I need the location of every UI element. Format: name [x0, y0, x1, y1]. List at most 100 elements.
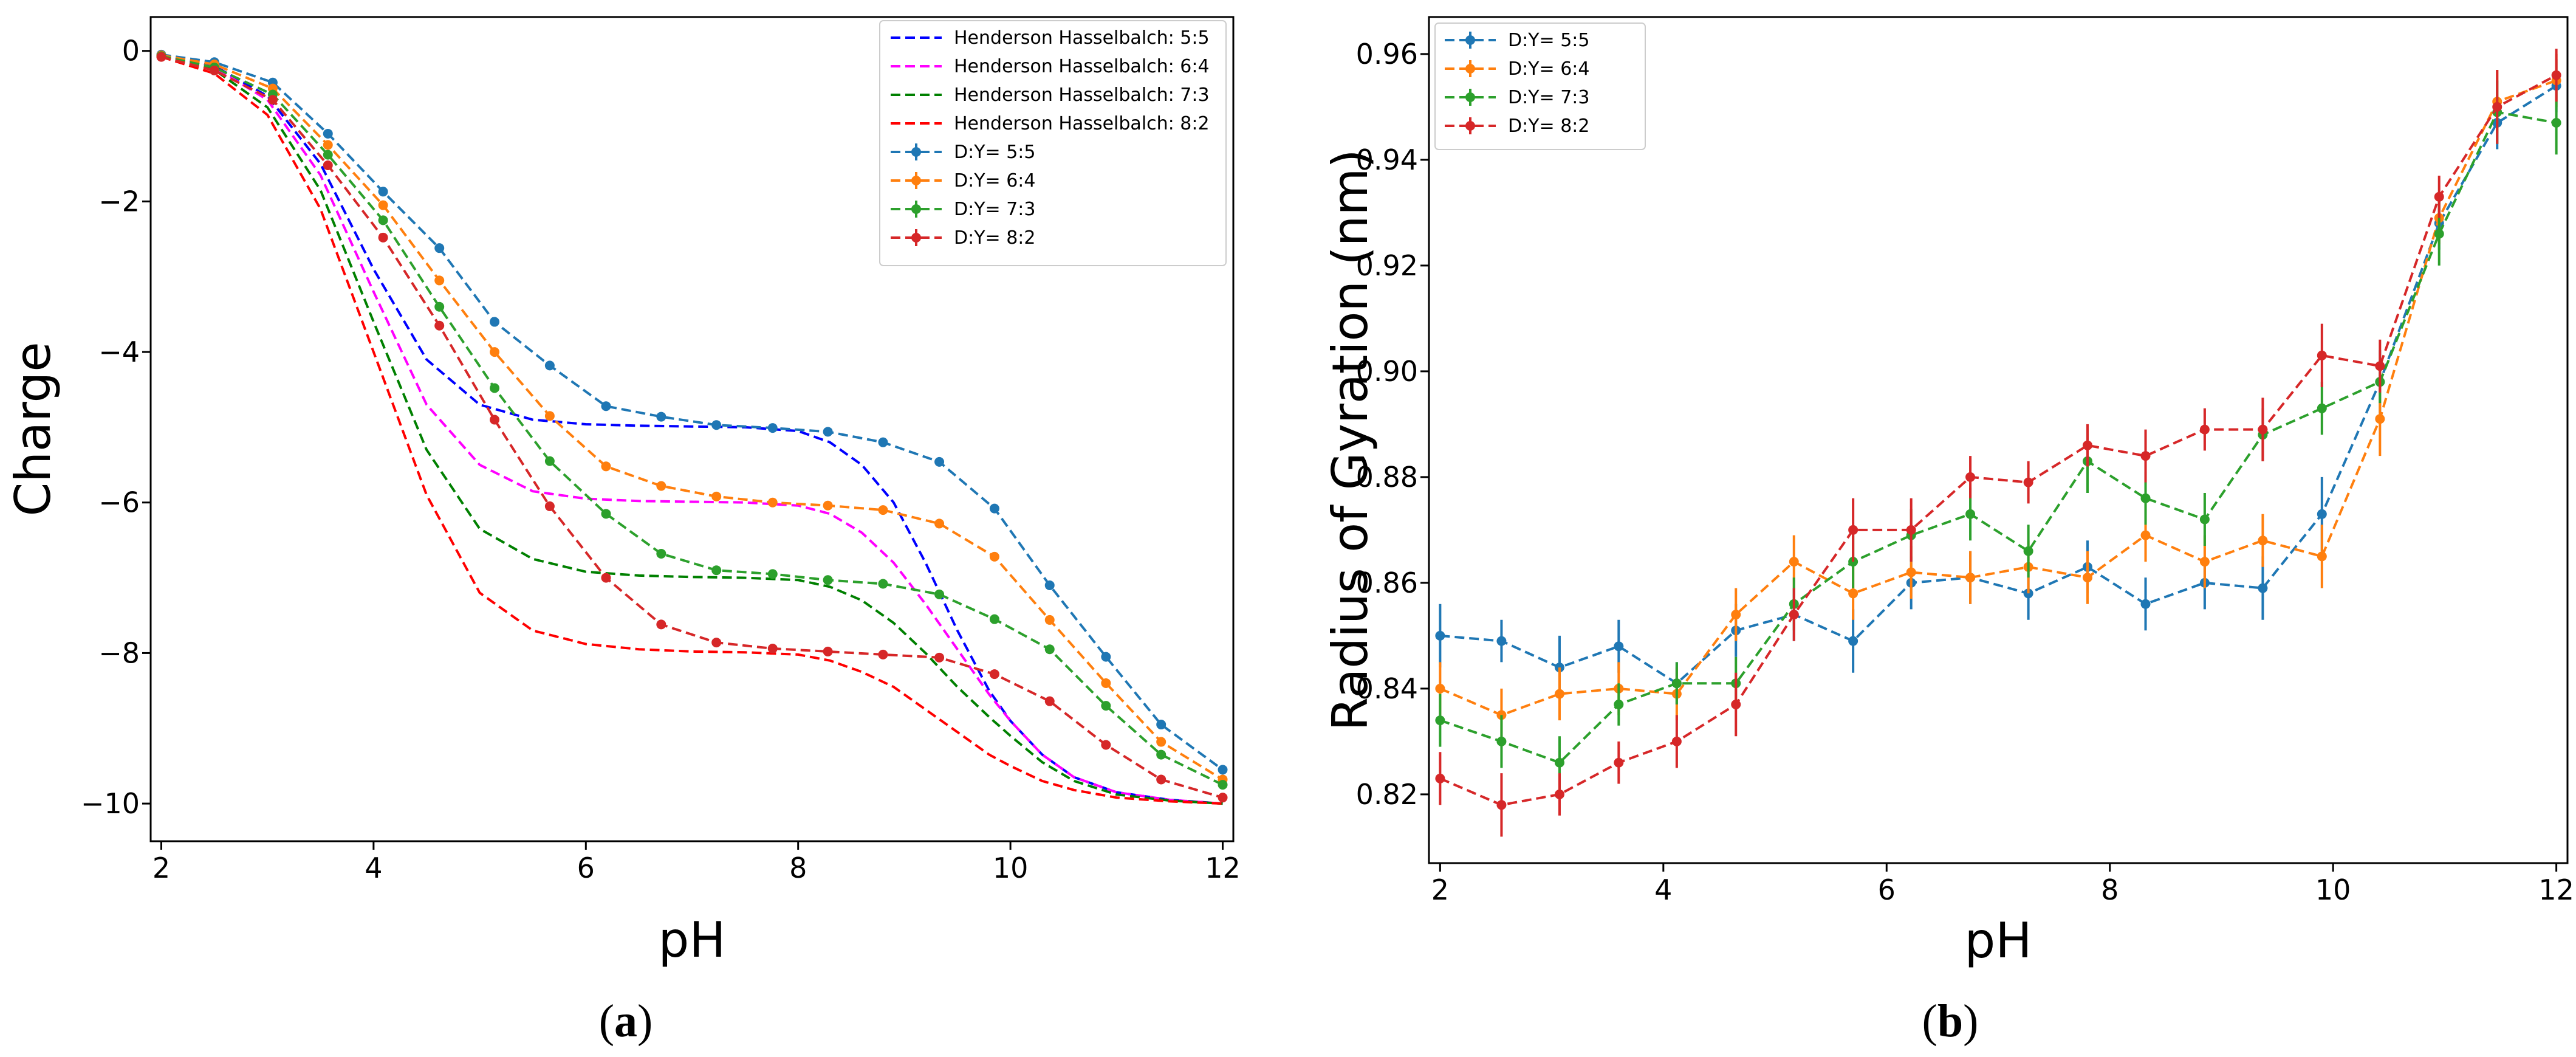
- panel-b-sim-d-y-8-2-point: [1671, 736, 1682, 746]
- panel-a-legend-box: [879, 20, 1227, 266]
- panel-b-sim-d-y-8-2-point: [1731, 700, 1741, 709]
- panel-a-sim-d-y-5-5-point: [823, 427, 833, 437]
- panel-b-sim-d-y-8-2-point: [2317, 350, 2327, 360]
- panel-b-sim-d-y-8-2-point: [2258, 424, 2268, 435]
- panel-a-y-tick-label: −10: [81, 787, 140, 820]
- panel-a-sim-d-y-5-5-point: [878, 437, 888, 447]
- panel-a-label: (a): [599, 996, 653, 1047]
- panel-a-legend-label-d-y-8-2: D:Y= 8:2: [954, 227, 1036, 249]
- panel-a-hh-line-henderson-hasselbalch-5-5: [161, 53, 1223, 805]
- panel-a-sim-d-y-8-2-point: [1156, 774, 1166, 785]
- panel-a-y-axis-label: Charge: [5, 342, 61, 516]
- panel-b-x-tick-label: 2: [1431, 873, 1449, 906]
- panel-a-sim-d-y-8-2-point: [209, 65, 219, 75]
- panel-b-sim-line-d-y-6-4: [1439, 79, 2557, 717]
- panel-a-sim-d-y-8-2-point: [601, 573, 611, 583]
- panel-a-sim-d-y-6-4-point: [711, 491, 722, 501]
- panel-a-legend-label-d-y-6-4: D:Y= 6:4: [954, 170, 1036, 191]
- panel-b-sim-d-y-5-5-point: [1848, 636, 1858, 646]
- panel-a-legend-label-henderson-hasselbalch-7-3: Henderson Hasselbalch: 7:3: [954, 84, 1210, 106]
- panel-a-hh-line-henderson-hasselbalch-8-2: [160, 55, 1223, 805]
- panel-a-charge-plot: 2 4 6 8 10 12 0 −2 −4 −6 −8 −10 pH Charge Henderso…: [5, 16, 1241, 1047]
- panel-a-sim-d-y-7-3-point: [544, 456, 555, 466]
- panel-a-sim-d-y-7-3-point: [989, 614, 999, 624]
- panel-a-sim-d-y-8-2-point: [434, 320, 445, 331]
- panel-a-sim-d-y-6-4-point: [823, 500, 833, 511]
- panel-a-x-tick-label: 12: [1205, 852, 1241, 884]
- panel-b-sim-d-y-8-2-point: [1848, 525, 1858, 535]
- panel-a-sim-d-y-5-5-point: [323, 128, 333, 139]
- panel-a-sim-d-y-8-2-point: [156, 52, 166, 62]
- panel-b-y-tick-label: 0.92: [1356, 249, 1418, 282]
- panel-b-sim-d-y-7-3-point: [2199, 514, 2210, 525]
- panel-b-sim-d-y-8-2-point: [1906, 525, 1916, 535]
- panel-a-sim-d-y-6-4-point: [378, 200, 388, 210]
- panel-a-sim-d-y-5-5-point: [1101, 652, 1111, 662]
- panel-a-y-tick-label: −8: [98, 636, 140, 669]
- panel-a-sim-d-y-7-3-point: [934, 589, 945, 599]
- panel-b-sim-d-y-6-4-point: [1789, 557, 1799, 567]
- panel-a-sim-d-y-5-5-point: [378, 187, 388, 197]
- panel-a-sim-d-y-7-3-point: [434, 301, 445, 312]
- panel-b-legend-label-d-y-6-4: D:Y= 6:4: [1508, 58, 1590, 80]
- panel-a-sim-lines: [156, 49, 1228, 803]
- panel-a-sim-d-y-7-3-point: [1044, 644, 1055, 655]
- panel-a-sim-d-y-5-5-point: [767, 423, 778, 433]
- panel-a-sim-d-y-6-4-point: [1044, 615, 1055, 625]
- panel-a-sim-d-y-6-4-point: [934, 518, 945, 529]
- panel-a-x-axis-label: pH: [659, 912, 726, 968]
- panel-b-sim-d-y-8-2-point: [2082, 440, 2092, 450]
- panel-b-sim-d-y-8-2-point: [1965, 472, 1976, 482]
- panel-a-sim-d-y-8-2-point: [267, 95, 278, 105]
- panel-b-sim-d-y-6-4-point: [1965, 573, 1976, 583]
- panel-b-sim-d-y-8-2-point: [2140, 451, 2151, 461]
- panel-a-sim-d-y-6-4-point: [989, 551, 999, 562]
- panel-a-sim-d-y-6-4-point: [878, 505, 888, 515]
- panel-b-legend-label-d-y-8-2: D:Y= 8:2: [1508, 115, 1590, 137]
- panel-a-sim-d-y-5-5-point: [656, 411, 666, 422]
- panel-b-sim-d-y-8-2-point: [2199, 424, 2210, 435]
- panel-b-sim-d-y-5-5-point: [2258, 583, 2268, 593]
- panel-b-legend-label-d-y-5-5: D:Y= 5:5: [1508, 30, 1590, 51]
- panel-a-x-tick-label: 4: [365, 852, 382, 884]
- panel-b-sim-d-y-6-4-point: [2375, 414, 2385, 424]
- panel-a-x-tick-label: 6: [577, 852, 595, 884]
- panel-a-sim-d-y-7-3-point: [323, 150, 333, 160]
- panel-a-sim-d-y-8-2-point: [544, 501, 555, 511]
- panel-a-sim-d-y-7-3-point: [767, 569, 778, 579]
- panel-a-letter: a: [614, 996, 637, 1047]
- panel-a-hh-lines: [160, 53, 1223, 805]
- panel-b-x-tick-label: 6: [1878, 873, 1896, 906]
- panel-a-sim-d-y-6-4-point: [767, 497, 778, 508]
- panel-a-sim-d-y-6-4-point: [434, 275, 445, 286]
- panel-a-legend-label-henderson-hasselbalch-8-2: Henderson Hasselbalch: 8:2: [954, 113, 1210, 134]
- panel-b-x-tick-label: 10: [2315, 873, 2351, 906]
- panel-b-y-tick-label: 0.90: [1356, 355, 1418, 388]
- panel-b-label: (b): [1922, 996, 1979, 1047]
- panel-a-sim-d-y-8-2-point: [490, 415, 500, 425]
- panel-a-sim-d-y-6-4-point: [1156, 737, 1166, 747]
- panel-b-y-axis: 0.82 0.84 0.86 0.88 0.90 0.92 0.94 0.96: [1356, 38, 1429, 811]
- panel-a-sim-d-y-6-4-point: [544, 411, 555, 421]
- panel-a-sim-d-y-8-2-point: [1044, 696, 1055, 706]
- panel-a-sim-d-y-7-3-point: [1156, 749, 1166, 760]
- panel-b-sim-d-y-8-2-point: [2492, 102, 2502, 112]
- panel-a-sim-d-y-6-4-point: [656, 481, 666, 491]
- panel-a-y-tick-label: −2: [98, 185, 140, 218]
- panel-b-sim-line-d-y-5-5: [1440, 84, 2557, 685]
- panel-a-sim-d-y-7-3-point: [878, 579, 888, 589]
- panel-b-sim-d-y-6-4-point: [1906, 567, 1916, 577]
- panel-b-sim-d-y-6-4-point: [1848, 588, 1858, 599]
- panel-a-sim-d-y-8-2-point: [823, 646, 833, 656]
- panel-a-sim-d-y-5-5-point: [544, 360, 555, 371]
- panel-a-legend-label-henderson-hasselbalch-5-5: Henderson Hasselbalch: 5:5: [954, 27, 1210, 49]
- panel-b-sim-d-y-7-3-point: [2140, 493, 2151, 503]
- panel-a-sim-d-y-6-4-point: [490, 347, 500, 357]
- panel-a-sim-d-y-8-2-point: [656, 619, 666, 630]
- panel-a-sim-d-y-7-3-point: [601, 509, 611, 519]
- panel-a-sim-d-y-8-2-point: [878, 649, 888, 659]
- panel-a-sim-d-y-7-3-point: [823, 575, 833, 585]
- panel-a-y-tick-label: 0: [122, 35, 140, 67]
- panel-a-sim-d-y-6-4-point: [1101, 678, 1111, 688]
